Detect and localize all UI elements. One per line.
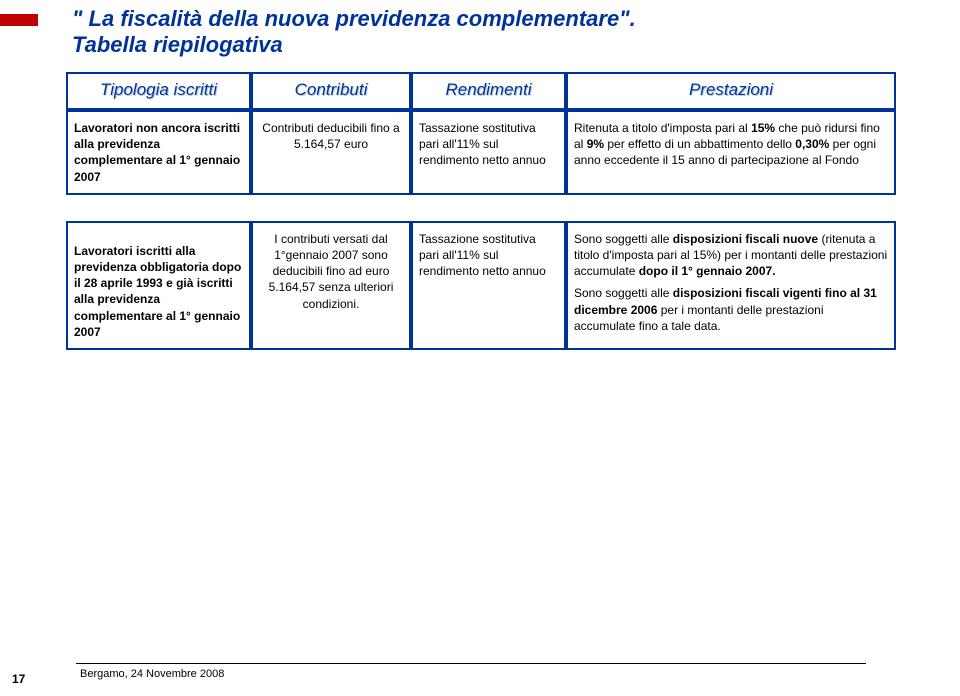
row1-rendimenti: Tassazione sostitutiva pari all'11% sul … [411, 110, 566, 195]
row1-prestazioni: Ritenuta a titolo d'imposta pari al 15% … [566, 110, 896, 195]
table-header-row: Tipologia iscritti Contributi Rendimenti… [66, 72, 896, 110]
footer-divider [76, 663, 866, 664]
page-number: 17 [12, 672, 25, 686]
summary-table: Tipologia iscritti Contributi Rendimenti… [66, 72, 896, 350]
col-header-contributi: Contributi [251, 72, 411, 110]
row1-label: Lavoratori non ancora iscritti alla prev… [66, 110, 251, 195]
col-header-tipologia: Tipologia iscritti [66, 72, 251, 110]
col-header-prestazioni: Prestazioni [566, 72, 896, 110]
footer-text: Bergamo, 24 Novembre 2008 [80, 668, 224, 680]
row2-label: Lavoratori iscritti alla previdenza obbl… [66, 221, 251, 350]
row2-prestazioni: Sono soggetti alle disposizioni fiscali … [566, 221, 896, 350]
accent-bar [0, 14, 38, 32]
row1-contributi: Contributi deducibili fino a 5.164,57 eu… [251, 110, 411, 195]
table-row: Lavoratori non ancora iscritti alla prev… [66, 110, 896, 195]
page-subtitle: Tabella riepilogativa [72, 32, 283, 58]
page-title: " La fiscalità della nuova previdenza co… [72, 6, 636, 32]
col-header-rendimenti: Rendimenti [411, 72, 566, 110]
row2-contributi: I contributi versati dal 1°gennaio 2007 … [251, 221, 411, 350]
row2-rendimenti: Tassazione sostitutiva pari all'11% sul … [411, 221, 566, 350]
table-row: Lavoratori iscritti alla previdenza obbl… [66, 221, 896, 350]
spacer-row [66, 195, 896, 221]
